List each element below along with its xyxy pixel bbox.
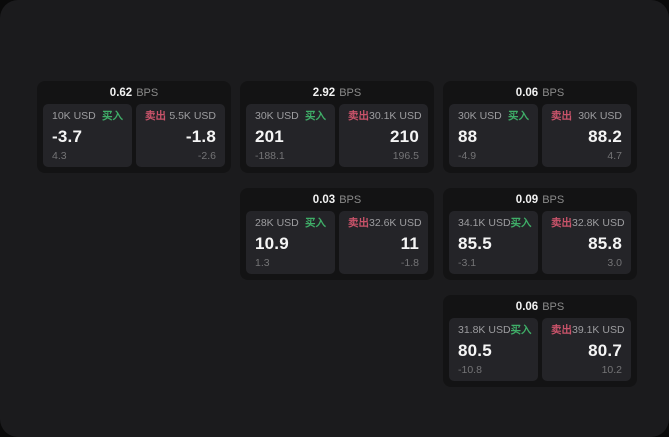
sell-panel[interactable]: 卖出 5.5K USD -1.8 -2.6 bbox=[136, 104, 225, 167]
quote-card: 0.03 BPS 28K USD 买入 10.9 1.3 卖出 32.6K US… bbox=[240, 188, 434, 280]
bps-unit: BPS bbox=[542, 300, 565, 313]
quote-grid: 0.62 BPS 10K USD 买入 -3.7 4.3 卖出 5.5K USD bbox=[37, 81, 637, 387]
buy-size: 30K USD bbox=[458, 110, 502, 122]
bps-value: 0.06 bbox=[515, 300, 539, 313]
quote-panels: 30K USD 买入 88 -4.9 卖出 30K USD 88.2 4.7 bbox=[443, 104, 637, 173]
sell-sub-value: -2.6 bbox=[197, 149, 216, 162]
bps-unit: BPS bbox=[542, 193, 565, 206]
bps-value: 0.09 bbox=[515, 193, 539, 206]
bps-header: 0.06 BPS bbox=[443, 81, 637, 104]
buy-panel[interactable]: 28K USD 买入 10.9 1.3 bbox=[246, 211, 335, 274]
buy-sub-value: -10.8 bbox=[458, 363, 482, 376]
sell-size: 39.1K USD bbox=[572, 324, 625, 336]
quote-card: 0.62 BPS 10K USD 买入 -3.7 4.3 卖出 5.5K USD bbox=[37, 81, 231, 173]
bps-unit: BPS bbox=[339, 86, 362, 99]
buy-tag: 买入 bbox=[508, 110, 529, 122]
buy-tag: 买入 bbox=[510, 217, 532, 229]
bps-header: 0.06 BPS bbox=[443, 295, 637, 318]
buy-tag: 买入 bbox=[305, 217, 326, 229]
bps-unit: BPS bbox=[542, 86, 565, 99]
sell-sub-value: 196.5 bbox=[392, 149, 419, 162]
quote-panels: 30K USD 买入 201 -188.1 卖出 30.1K USD 210 1… bbox=[240, 104, 434, 173]
sell-sub-value: 4.7 bbox=[607, 149, 622, 162]
sell-tag: 卖出 bbox=[551, 110, 572, 122]
buy-size: 31.8K USD bbox=[458, 324, 511, 336]
sell-size: 32.6K USD bbox=[369, 217, 422, 229]
sell-tag: 卖出 bbox=[551, 324, 572, 336]
buy-price: 85.5 bbox=[458, 233, 492, 253]
buy-tag: 买入 bbox=[102, 110, 123, 122]
buy-size: 28K USD bbox=[255, 217, 299, 229]
sell-panel[interactable]: 卖出 32.8K USD 85.8 3.0 bbox=[542, 211, 631, 274]
quote-panels: 34.1K USD 买入 85.5 -3.1 卖出 32.8K USD 85.8… bbox=[443, 211, 637, 280]
sell-price: 85.8 bbox=[588, 233, 622, 253]
bps-value: 0.06 bbox=[515, 86, 539, 99]
sell-size: 5.5K USD bbox=[169, 110, 216, 122]
bps-value: 0.03 bbox=[312, 193, 336, 206]
sell-panel[interactable]: 卖出 39.1K USD 80.7 10.2 bbox=[542, 318, 631, 381]
sell-tag: 卖出 bbox=[348, 217, 369, 229]
buy-size: 34.1K USD bbox=[458, 217, 511, 229]
buy-tag: 买入 bbox=[510, 324, 532, 336]
sell-sub-value: 3.0 bbox=[607, 256, 622, 269]
buy-panel[interactable]: 10K USD 买入 -3.7 4.3 bbox=[43, 104, 132, 167]
sell-price: -1.8 bbox=[185, 126, 216, 146]
buy-size: 10K USD bbox=[52, 110, 96, 122]
buy-tag: 买入 bbox=[305, 110, 326, 122]
sell-panel[interactable]: 卖出 30K USD 88.2 4.7 bbox=[542, 104, 631, 167]
sell-panel[interactable]: 卖出 30.1K USD 210 196.5 bbox=[339, 104, 428, 167]
sell-price: 88.2 bbox=[588, 126, 622, 146]
sell-sub-value: 10.2 bbox=[601, 363, 622, 376]
quote-panels: 31.8K USD 买入 80.5 -10.8 卖出 39.1K USD 80.… bbox=[443, 318, 637, 387]
buy-price: 88 bbox=[458, 126, 478, 146]
bps-header: 0.03 BPS bbox=[240, 188, 434, 211]
buy-sub-value: -4.9 bbox=[458, 149, 477, 162]
buy-price: -3.7 bbox=[52, 126, 83, 146]
buy-sub-value: -3.1 bbox=[458, 256, 477, 269]
buy-price: 10.9 bbox=[255, 233, 289, 253]
bps-value: 0.62 bbox=[109, 86, 133, 99]
buy-panel[interactable]: 30K USD 买入 88 -4.9 bbox=[449, 104, 538, 167]
buy-sub-value: 4.3 bbox=[52, 149, 67, 162]
buy-sub-value: -188.1 bbox=[255, 149, 285, 162]
sell-tag: 卖出 bbox=[551, 217, 572, 229]
bps-header: 2.92 BPS bbox=[240, 81, 434, 104]
sell-tag: 卖出 bbox=[145, 110, 166, 122]
buy-panel[interactable]: 31.8K USD 买入 80.5 -10.8 bbox=[449, 318, 538, 381]
quote-card: 0.09 BPS 34.1K USD 买入 85.5 -3.1 卖出 32.8K… bbox=[443, 188, 637, 280]
buy-sub-value: 1.3 bbox=[255, 256, 270, 269]
quote-panels: 28K USD 买入 10.9 1.3 卖出 32.6K USD 11 -1.8 bbox=[240, 211, 434, 280]
buy-price: 80.5 bbox=[458, 340, 492, 360]
bps-unit: BPS bbox=[136, 86, 159, 99]
bps-header: 0.09 BPS bbox=[443, 188, 637, 211]
sell-price: 80.7 bbox=[588, 340, 622, 360]
buy-panel[interactable]: 34.1K USD 买入 85.5 -3.1 bbox=[449, 211, 538, 274]
quote-card: 0.06 BPS 30K USD 买入 88 -4.9 卖出 30K USD bbox=[443, 81, 637, 173]
sell-price: 11 bbox=[400, 233, 419, 253]
buy-size: 30K USD bbox=[255, 110, 299, 122]
sell-tag: 卖出 bbox=[348, 110, 369, 122]
buy-price: 201 bbox=[255, 126, 284, 146]
quote-card: 0.06 BPS 31.8K USD 买入 80.5 -10.8 卖出 39.1… bbox=[443, 295, 637, 387]
sell-size: 32.8K USD bbox=[572, 217, 625, 229]
sell-size: 30K USD bbox=[578, 110, 622, 122]
sell-price: 210 bbox=[390, 126, 419, 146]
sell-size: 30.1K USD bbox=[369, 110, 422, 122]
quote-panels: 10K USD 买入 -3.7 4.3 卖出 5.5K USD -1.8 -2.… bbox=[37, 104, 231, 173]
quote-card: 2.92 BPS 30K USD 买入 201 -188.1 卖出 30.1K … bbox=[240, 81, 434, 173]
sell-sub-value: -1.8 bbox=[400, 256, 419, 269]
bps-header: 0.62 BPS bbox=[37, 81, 231, 104]
bps-value: 2.92 bbox=[312, 86, 336, 99]
buy-panel[interactable]: 30K USD 买入 201 -188.1 bbox=[246, 104, 335, 167]
bps-unit: BPS bbox=[339, 193, 362, 206]
sell-panel[interactable]: 卖出 32.6K USD 11 -1.8 bbox=[339, 211, 428, 274]
